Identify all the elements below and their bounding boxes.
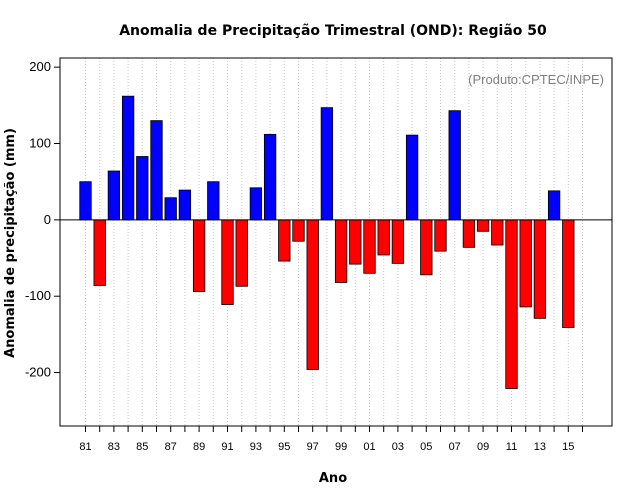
bar-2015 (562, 219, 575, 328)
bar-2002 (377, 219, 390, 256)
bar-1995 (278, 219, 291, 262)
bar-1994 (263, 133, 277, 221)
bar-1986 (150, 120, 163, 221)
bar-1981 (79, 181, 92, 221)
x-tick-label: 91 (221, 441, 233, 453)
bar-1997 (306, 219, 319, 370)
chart-bars (79, 95, 575, 389)
x-tick-label: 93 (250, 441, 262, 453)
bar-1982 (93, 219, 106, 286)
bar-1996 (292, 219, 305, 242)
bar-2004 (405, 134, 419, 221)
x-tick-label: 81 (79, 441, 91, 453)
x-tick-label: 13 (534, 441, 546, 453)
bar-1998 (320, 107, 334, 221)
bar-1988 (178, 189, 192, 221)
bar-2005 (420, 219, 433, 276)
bar-1992 (235, 219, 248, 287)
x-tick-label: 09 (477, 441, 489, 453)
x-tick-label: 15 (562, 441, 574, 453)
credit-annotation: (Produto:CPTEC/INPE) (468, 72, 604, 87)
y-axis: 200 100 0 -100 -200 (25, 59, 60, 380)
bar-1987 (164, 197, 177, 221)
bar-1989 (192, 219, 206, 293)
x-tick-label: 03 (392, 441, 404, 453)
bar-2003 (391, 219, 405, 264)
x-tick-label: 07 (449, 441, 461, 453)
x-tick-label: 95 (278, 441, 290, 453)
bar-2012 (519, 219, 532, 308)
bar-2007 (448, 110, 461, 221)
bar-2006 (434, 219, 447, 252)
x-tick-label: 05 (420, 441, 432, 453)
y-axis-label: Anomalia de precipitação (mm) (3, 128, 18, 358)
bar-1991 (221, 219, 234, 306)
bar-1983 (107, 170, 121, 221)
x-tick-label: 99 (335, 441, 347, 453)
x-tick-label: 11 (506, 441, 517, 453)
plot-frame (59, 57, 613, 427)
y-tick-label: -200 (25, 365, 51, 380)
bar-2009 (476, 219, 490, 232)
x-tick-label: 83 (108, 441, 120, 453)
bar-2013 (533, 219, 547, 319)
bar-2008 (462, 219, 476, 248)
chart-title: Anomalia de Precipitação Trimestral (OND… (119, 23, 547, 39)
bar-1985 (136, 156, 149, 221)
bar-2000 (349, 219, 362, 265)
x-axis: 81 83 85 87 89 91 93 95 97 99 01 03 05 07 09 11 13 15 (79, 426, 583, 453)
bar-2001 (363, 219, 376, 274)
y-tick-label: 0 (44, 212, 51, 227)
x-tick-label: 85 (136, 441, 148, 453)
x-tick-label: 97 (307, 441, 319, 453)
bar-2011 (505, 219, 518, 389)
x-tick-label: 89 (193, 441, 205, 453)
bar-2010 (491, 219, 504, 246)
bar-1999 (334, 219, 348, 283)
bar-1993 (249, 187, 263, 221)
bar-1990 (207, 181, 220, 221)
y-tick-label: -100 (25, 288, 51, 303)
bar-2014 (547, 190, 561, 221)
x-tick-label: 01 (363, 441, 375, 453)
x-axis-label: Ano (319, 471, 347, 486)
y-tick-label: 100 (29, 136, 51, 151)
bar-1984 (121, 95, 135, 221)
x-tick-label: 87 (165, 441, 177, 453)
y-tick-label: 200 (29, 59, 51, 74)
